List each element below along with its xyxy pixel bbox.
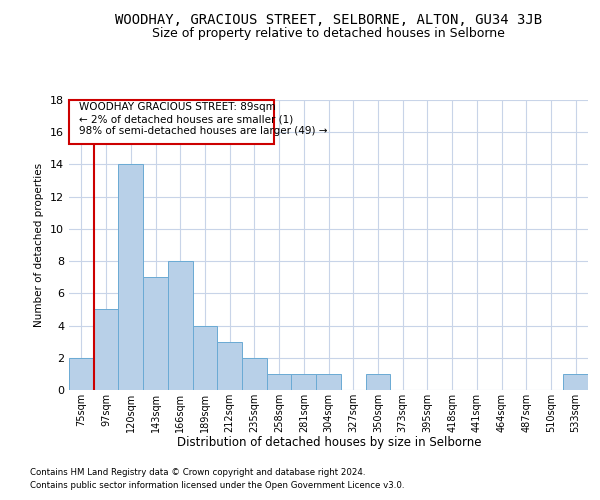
Bar (217, 342, 242, 390)
Bar (563, 374, 588, 390)
Bar (69, 100, 274, 144)
Text: WOODHAY GRACIOUS STREET: 89sqm: WOODHAY GRACIOUS STREET: 89sqm (79, 102, 275, 113)
Text: WOODHAY, GRACIOUS STREET, SELBORNE, ALTON, GU34 3JB: WOODHAY, GRACIOUS STREET, SELBORNE, ALTO… (115, 12, 542, 26)
Text: Distribution of detached houses by size in Selborne: Distribution of detached houses by size … (176, 436, 481, 449)
Bar (94, 310, 118, 390)
Text: ← 2% of detached houses are smaller (1): ← 2% of detached houses are smaller (1) (79, 114, 293, 124)
Bar (143, 277, 168, 390)
Bar (292, 374, 316, 390)
Bar (316, 374, 341, 390)
Text: Size of property relative to detached houses in Selborne: Size of property relative to detached ho… (152, 28, 505, 40)
Y-axis label: Number of detached properties: Number of detached properties (34, 163, 44, 327)
Bar (168, 261, 193, 390)
Text: 98% of semi-detached houses are larger (49) →: 98% of semi-detached houses are larger (… (79, 126, 328, 136)
Text: Contains HM Land Registry data © Crown copyright and database right 2024.: Contains HM Land Registry data © Crown c… (30, 468, 365, 477)
Bar (242, 358, 267, 390)
Bar (365, 374, 390, 390)
Bar (69, 358, 94, 390)
Bar (118, 164, 143, 390)
Bar (193, 326, 217, 390)
Bar (267, 374, 292, 390)
Text: Contains public sector information licensed under the Open Government Licence v3: Contains public sector information licen… (30, 480, 404, 490)
